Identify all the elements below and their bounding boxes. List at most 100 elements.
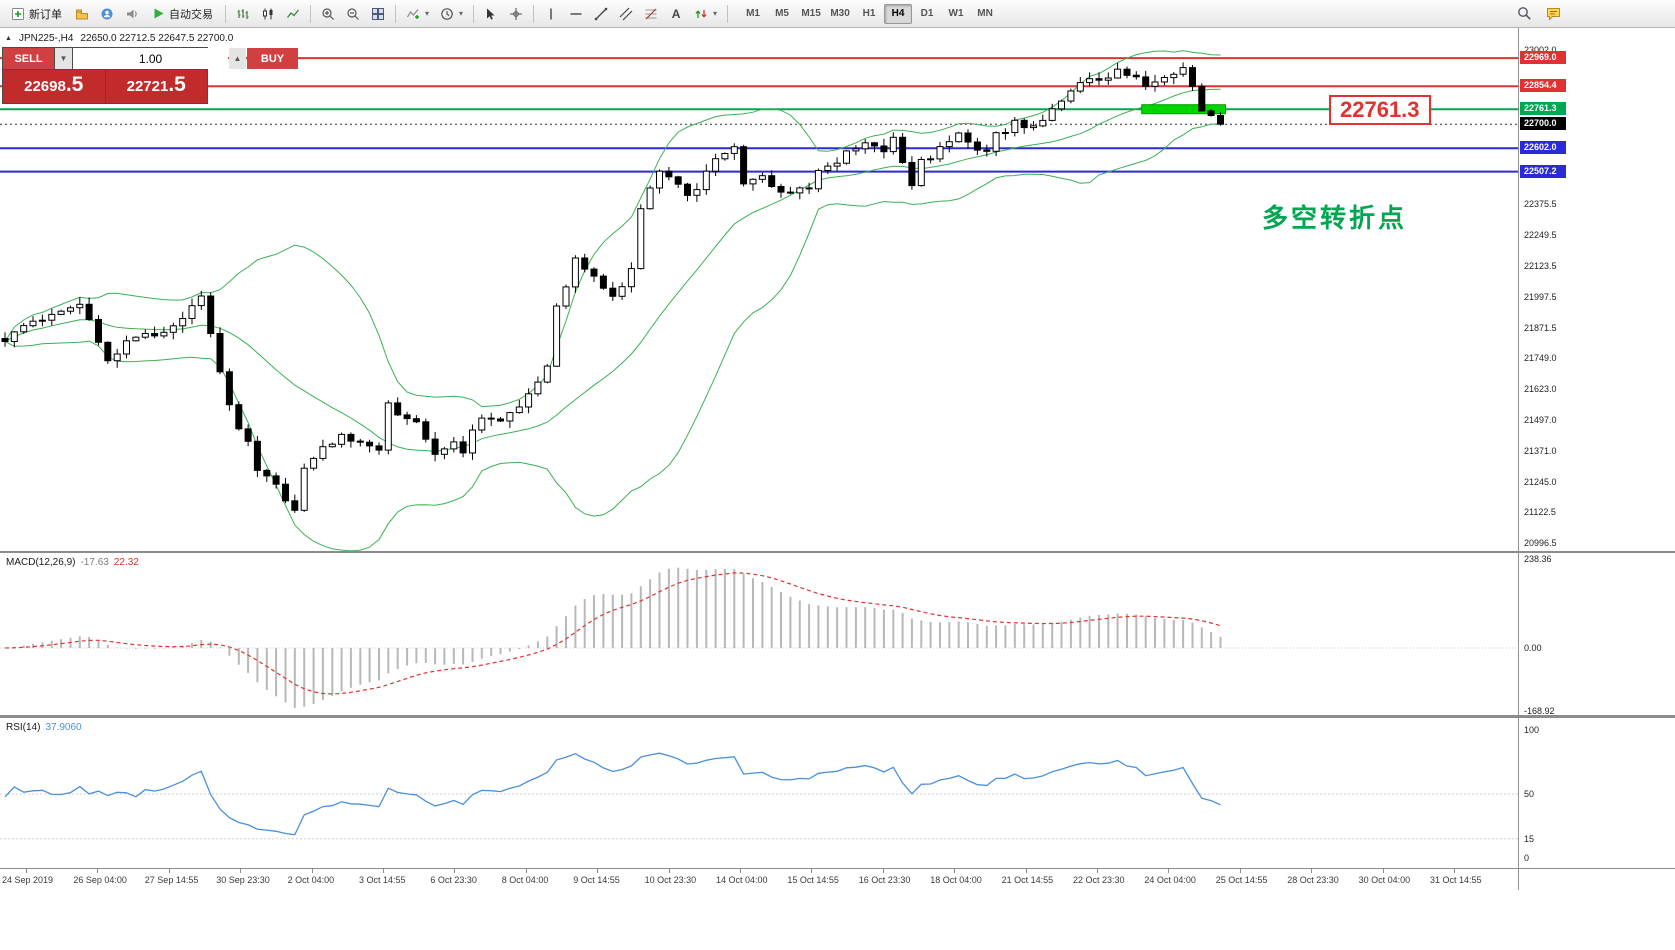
- main-price-chart[interactable]: [0, 30, 1518, 551]
- price-level-tag: 22854.4: [1520, 79, 1566, 93]
- buy-price-display[interactable]: 22721 .5: [105, 70, 207, 103]
- auto-trading-button[interactable]: 自动交易: [145, 3, 220, 25]
- timeframe-button-mn[interactable]: MN: [971, 4, 999, 24]
- macd-axis-label: 0.00: [1524, 643, 1542, 653]
- price-level-tag: 22507.2: [1520, 164, 1566, 178]
- timeframe-button-d1[interactable]: D1: [913, 4, 941, 24]
- zoom-out-icon: [347, 7, 359, 20]
- toolbar-right-group: [1512, 2, 1566, 24]
- price-axis-label: 21497.0: [1524, 415, 1557, 425]
- buy-button[interactable]: BUY: [247, 48, 298, 69]
- trendline-tool-button[interactable]: [589, 3, 613, 25]
- buy-price-frac: .5: [168, 73, 186, 96]
- zoom-out-button[interactable]: [341, 3, 365, 25]
- indicators-button[interactable]: ▾: [401, 3, 434, 25]
- chart-profiles-icon: [76, 9, 88, 19]
- volume-increase-button[interactable]: ▲: [229, 48, 246, 69]
- dropdown-caret-icon: ▾: [425, 9, 430, 18]
- macd-main-value: -17.63: [80, 557, 109, 568]
- timeframe-button-m30[interactable]: M30: [826, 4, 854, 24]
- time-axis-label: 3 Oct 14:55: [359, 869, 406, 885]
- chat-button[interactable]: [1541, 2, 1566, 24]
- timeframe-button-h1[interactable]: H1: [855, 4, 883, 24]
- time-axis-label: 21 Oct 14:55: [1001, 869, 1054, 885]
- rsi-axis-label: 100: [1524, 725, 1540, 735]
- macd-panel-label: MACD(12,26,9) -17.63 22.32: [6, 557, 139, 568]
- cursor-button[interactable]: [479, 3, 503, 25]
- time-axis-label: 16 Oct 23:30: [858, 869, 911, 885]
- panel-divider[interactable]: [0, 551, 1675, 553]
- channel-tool-button[interactable]: [614, 3, 638, 25]
- search-button[interactable]: [1512, 2, 1537, 24]
- rsi-value: 37.9060: [45, 722, 82, 733]
- new-order-button[interactable]: 新订单: [4, 3, 69, 25]
- price-level-tag: 22602.0: [1520, 141, 1566, 155]
- price-level-tag: 22761.3: [1520, 102, 1566, 116]
- price-axis[interactable]: 23002.0 22375.5 22249.5 22123.5 21997.5 21871…: [1518, 28, 1675, 890]
- volume-decrease-button[interactable]: ▼: [55, 48, 72, 69]
- turning-point-note[interactable]: 多空转折点: [1262, 203, 1408, 233]
- line-chart-icon: [286, 9, 300, 18]
- timeframe-button-m1[interactable]: M1: [739, 4, 767, 24]
- time-periods-button[interactable]: ▾: [435, 3, 468, 25]
- time-axis[interactable]: 24 Sep 2019 26 Sep 04:00 27 Sep 14:55 30 Se…: [0, 869, 1518, 895]
- timeframe-button-m5[interactable]: M5: [768, 4, 796, 24]
- vertical-line-tool-button[interactable]: [539, 3, 563, 25]
- price-axis-label: 21245.0: [1524, 477, 1557, 487]
- panel-divider: [0, 868, 1675, 869]
- price-axis-label: 21871.5: [1524, 322, 1557, 333]
- price-level-tag: 22969.0: [1520, 51, 1566, 65]
- time-axis-label: 10 Oct 23:30: [644, 869, 697, 885]
- time-axis-label: 30 Sep 23:30: [216, 869, 270, 885]
- text-tool-button[interactable]: A: [664, 3, 688, 25]
- auto-trading-icon: [154, 8, 164, 19]
- toolbar-separator: [727, 4, 729, 23]
- rsi-name: RSI(14): [6, 722, 41, 733]
- main-toolbar: 新订单 自动交易: [0, 0, 1675, 28]
- cursor-icon: [487, 8, 495, 20]
- line-chart-button[interactable]: [281, 3, 305, 25]
- time-axis-label: 9 Oct 14:55: [573, 869, 620, 885]
- timeframe-button-w1[interactable]: W1: [942, 4, 970, 24]
- timeframe-button-h4[interactable]: H4: [884, 3, 913, 24]
- macd-axis-label: 238.36: [1524, 554, 1552, 564]
- time-axis-label: 24 Oct 04:00: [1144, 869, 1196, 885]
- price-axis-label: 22375.5: [1524, 199, 1557, 209]
- new-order-label: 新订单: [29, 8, 62, 21]
- chat-icon: [1547, 7, 1560, 21]
- tile-windows-icon: [372, 7, 384, 20]
- rsi-indicator-chart[interactable]: [0, 718, 1518, 868]
- price-axis-label: 21623.0: [1524, 384, 1557, 394]
- horizontal-line-tool-button[interactable]: [564, 3, 588, 25]
- timeframe-button-m15[interactable]: M15: [797, 4, 825, 24]
- time-axis-label: 6 Oct 23:30: [430, 869, 477, 885]
- macd-indicator-chart[interactable]: [0, 553, 1518, 715]
- fibonacci-icon: [645, 8, 657, 19]
- price-axis-label: 22123.5: [1524, 261, 1557, 271]
- toolbar-separator: [225, 4, 226, 23]
- dropdown-caret-icon: ▾: [459, 9, 464, 18]
- time-axis-label: 22 Oct 23:30: [1073, 869, 1125, 885]
- sell-button[interactable]: SELL: [3, 48, 54, 69]
- tile-windows-button[interactable]: [366, 3, 390, 25]
- zoom-in-button[interactable]: [316, 3, 340, 25]
- alerts-button[interactable]: [120, 3, 144, 25]
- candlestick-chart-button[interactable]: [256, 3, 280, 25]
- panel-divider[interactable]: [0, 715, 1675, 718]
- dropdown-caret-icon: ▾: [713, 9, 718, 18]
- crosshair-icon: [510, 7, 523, 20]
- fibonacci-tool-button[interactable]: [639, 3, 663, 25]
- collapse-panel-icon[interactable]: ▲: [5, 35, 12, 42]
- arrows-tool-button[interactable]: ▾: [689, 3, 722, 25]
- community-button[interactable]: [95, 3, 119, 25]
- bar-chart-button[interactable]: [231, 3, 255, 25]
- pivot-price-callout[interactable]: 22761.3: [1329, 95, 1431, 125]
- price-axis-label: 23002.0: [1524, 45, 1557, 55]
- volume-input[interactable]: [73, 48, 228, 69]
- sell-price-display[interactable]: 22698 .5: [3, 70, 105, 103]
- macd-signal-value: 22.32: [113, 557, 139, 568]
- crosshair-button[interactable]: [504, 3, 528, 25]
- chart-profiles-button[interactable]: [70, 3, 94, 25]
- macd-name: MACD(12,26,9): [6, 557, 76, 568]
- macd-axis-label: -168.92: [1524, 706, 1555, 716]
